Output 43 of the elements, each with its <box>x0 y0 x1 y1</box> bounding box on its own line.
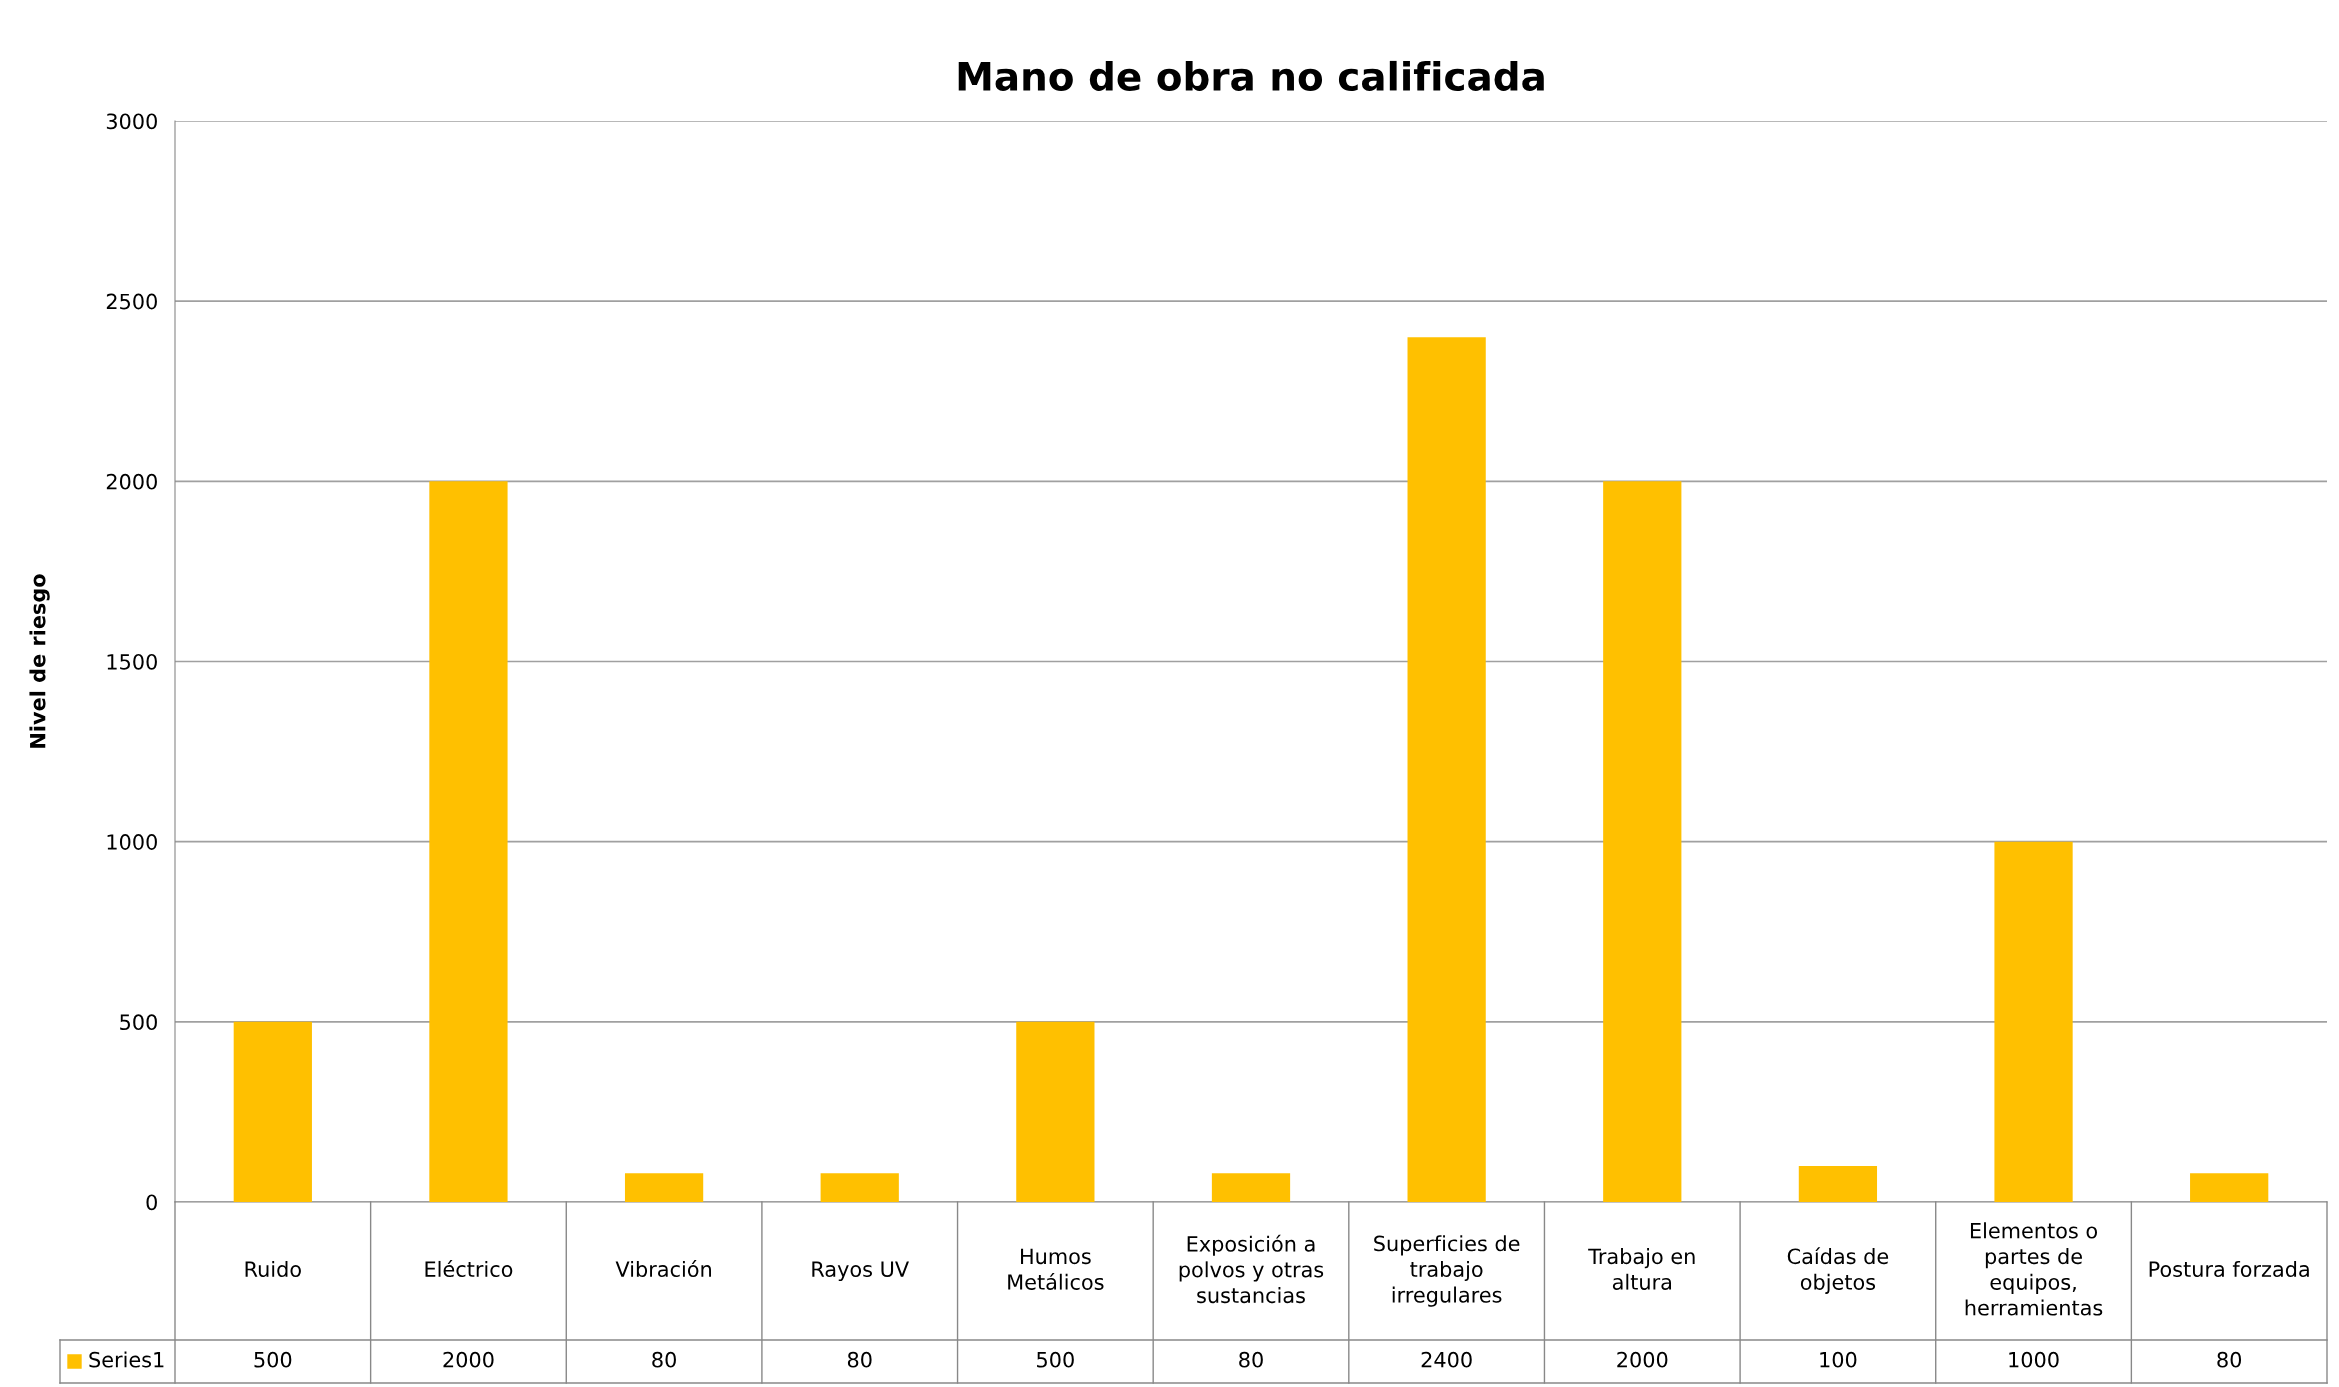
data-label: 1000 <box>2009 1351 2059 1368</box>
y-axis-title: Nivel de riesgo <box>29 574 50 748</box>
x-tick-label: Eléctrico <box>425 1260 513 1278</box>
bar <box>820 1173 899 1202</box>
y-tick-label: 2000 <box>106 473 157 490</box>
data-label: 80 <box>2217 1351 2242 1368</box>
x-tick-label: Trabajo en altura <box>1588 1248 1695 1290</box>
chart-title: Mano de obra no calificada <box>958 60 1544 91</box>
data-label: 80 <box>847 1351 872 1368</box>
data-label: 2400 <box>1421 1351 1472 1368</box>
x-tick-label: Caídas de objetos <box>1787 1247 1889 1294</box>
bar <box>1211 1173 1291 1202</box>
x-tick-label: Rayos UV <box>812 1261 909 1282</box>
x-tick-label: Exposición a polvos y otras sustancias <box>1179 1234 1324 1304</box>
data-label: 500 <box>254 1351 292 1368</box>
bar <box>1407 337 1486 1202</box>
bar <box>233 1021 312 1202</box>
x-tick-label: Ruido <box>245 1260 301 1278</box>
data-label: 80 <box>1239 1351 1263 1368</box>
y-tick-label: 1000 <box>107 834 157 850</box>
bar <box>624 1173 704 1202</box>
legend-label: Series1 <box>89 1351 164 1368</box>
data-label: 2000 <box>443 1351 494 1368</box>
data-label: 80 <box>652 1351 676 1368</box>
x-tick-label: Vibración <box>615 1260 711 1278</box>
bar <box>1994 841 2073 1202</box>
x-tick-label: Elementos o partes de equipos, herramientas <box>1965 1222 2103 1316</box>
y-tick-label: 3000 <box>106 113 157 130</box>
bar <box>1603 481 1682 1202</box>
y-tick-label: 1500 <box>107 653 157 670</box>
y-tick-label: 500 <box>120 1014 157 1031</box>
y-tick-label: 0 <box>146 1194 157 1211</box>
bar <box>2190 1173 2269 1202</box>
bar <box>1798 1165 1878 1202</box>
y-tick-label: 2500 <box>106 293 157 310</box>
data-label: 2000 <box>1617 1351 1668 1368</box>
data-label: 500 <box>1037 1351 1074 1368</box>
x-tick-label: Superficies de trabajo irregulares <box>1374 1235 1520 1307</box>
bar <box>1016 1021 1095 1202</box>
x-tick-label: Postura forzada <box>2149 1260 2309 1278</box>
x-tick-label: Humos Metálicos <box>1008 1248 1104 1290</box>
data-label: 100 <box>1820 1351 1857 1368</box>
bar <box>429 481 508 1202</box>
